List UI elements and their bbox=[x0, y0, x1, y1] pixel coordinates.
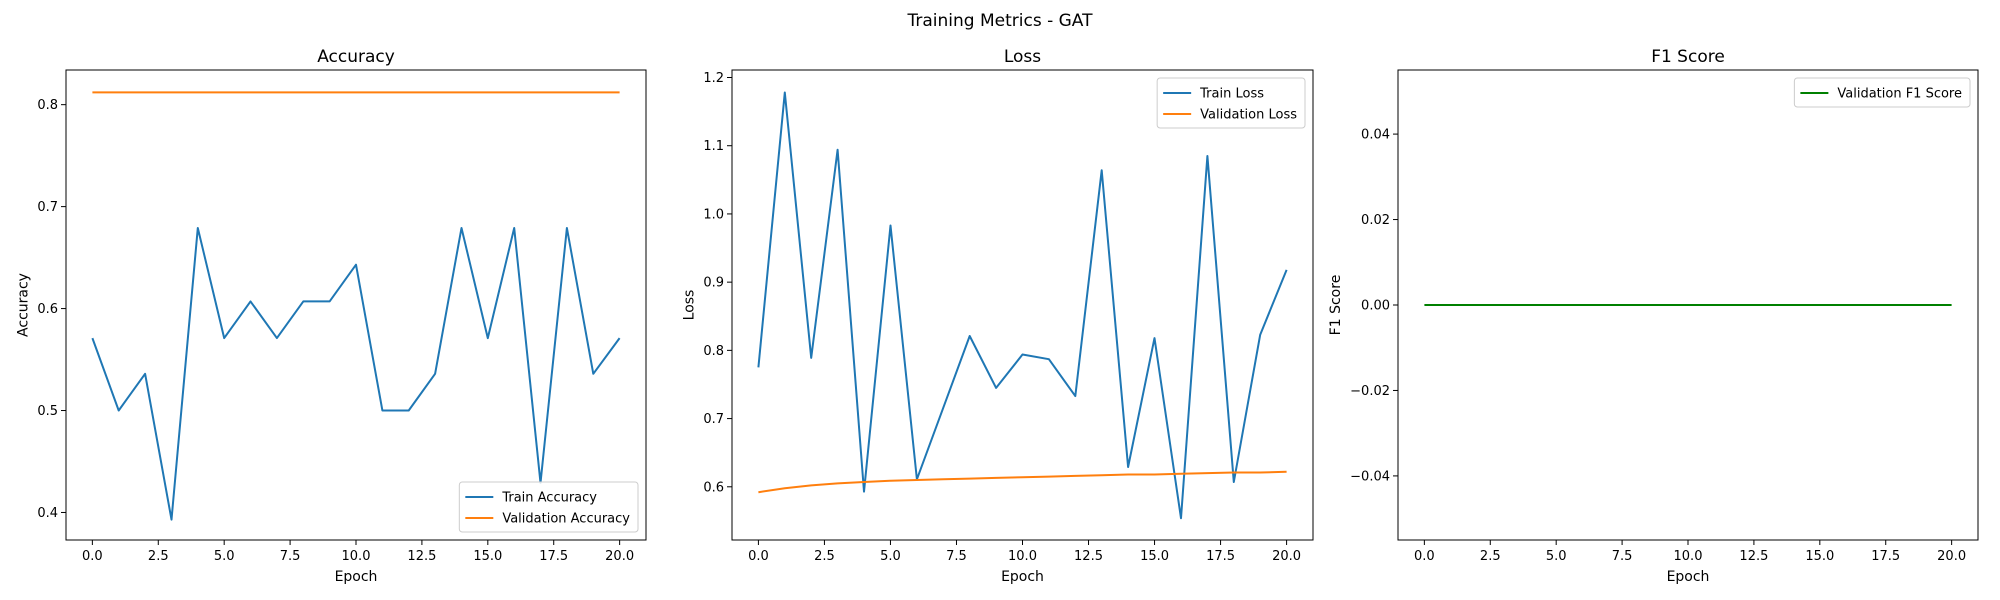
y-tick-label: 0.6 bbox=[37, 302, 58, 317]
x-tick-label: 10.0 bbox=[1674, 549, 1703, 564]
x-tick-label: 5.0 bbox=[214, 549, 235, 564]
y-axis-label: Accuracy bbox=[15, 273, 31, 337]
figure-title: Training Metrics - GAT bbox=[907, 11, 1094, 31]
x-tick-label: 15.0 bbox=[1140, 549, 1169, 564]
y-tick-label: 0.6 bbox=[703, 480, 724, 495]
x-tick-label: 2.5 bbox=[814, 549, 835, 564]
x-tick-label: 20.0 bbox=[1272, 549, 1301, 564]
x-axis-label: Epoch bbox=[1667, 569, 1710, 585]
x-axis-label: Epoch bbox=[335, 569, 378, 585]
x-tick-label: 10.0 bbox=[342, 549, 371, 564]
series-line-train-accuracy bbox=[91, 227, 621, 521]
legend-label: Validation F1 Score bbox=[1837, 87, 1962, 102]
y-tick-label: 1.0 bbox=[703, 207, 724, 222]
x-tick-label: 5.0 bbox=[880, 549, 901, 564]
x-tick-label: 7.5 bbox=[280, 549, 301, 564]
subplot-f1: F1 Score 0.0 2.5 5.0 7.5 10.0 12.5 15.0 17.5 20.0… bbox=[1328, 47, 1979, 585]
legend: Train Loss Validation Loss bbox=[1156, 77, 1306, 129]
x-tick-label: 7.5 bbox=[1612, 549, 1633, 564]
legend-label: Train Loss bbox=[1199, 87, 1264, 102]
legend: Validation F1 Score bbox=[1793, 77, 1971, 108]
x-tick-label: 12.5 bbox=[1739, 549, 1768, 564]
x-tick-label: 0.0 bbox=[82, 549, 103, 564]
x-axis-label: Epoch bbox=[1001, 569, 1044, 585]
y-tick-label: 0.5 bbox=[37, 404, 58, 419]
legend: Train Accuracy Validation Accuracy bbox=[458, 481, 639, 533]
legend-box bbox=[458, 481, 639, 533]
legend-box bbox=[1156, 77, 1306, 129]
legend-label: Validation Loss bbox=[1200, 108, 1297, 123]
legend-label: Train Accuracy bbox=[501, 491, 597, 506]
x-tick-label: 20.0 bbox=[605, 549, 634, 564]
subplot-title: Accuracy bbox=[317, 47, 395, 67]
x-tick-label: 0.0 bbox=[1414, 549, 1435, 564]
subplot-panels: Accuracy 0.0 2.5 5.0 7.5 10.0 12.5 15.0 17.5 20.0… bbox=[15, 47, 1979, 585]
x-tick-label: 17.5 bbox=[1871, 549, 1900, 564]
x-tick-label: 10.0 bbox=[1008, 549, 1037, 564]
legend-label: Validation Accuracy bbox=[502, 512, 630, 527]
x-tick-label: 15.0 bbox=[473, 549, 502, 564]
x-tick-label: 17.5 bbox=[1206, 549, 1235, 564]
y-tick-label: 0.04 bbox=[1361, 128, 1390, 143]
x-tick-label: 12.5 bbox=[1074, 549, 1103, 564]
subplot-loss: Loss 0.0 2.5 5.0 7.5 10.0 12.5 15.0 17.5 20.0 0.6 0… bbox=[681, 47, 1314, 585]
y-tick-label: −0.02 bbox=[1350, 384, 1390, 399]
subplot-title: Loss bbox=[1004, 47, 1041, 67]
series-line-validation-loss bbox=[758, 470, 1287, 494]
subplot-accuracy: Accuracy 0.0 2.5 5.0 7.5 10.0 12.5 15.0 17.5 20.0… bbox=[15, 47, 647, 585]
subplot-title: F1 Score bbox=[1651, 47, 1725, 67]
y-tick-label: 0.9 bbox=[703, 276, 724, 291]
x-tick-label: 0.0 bbox=[748, 549, 769, 564]
y-tick-label: −0.04 bbox=[1350, 469, 1390, 484]
y-tick-label: 1.1 bbox=[703, 139, 724, 154]
x-tick-label: 5.0 bbox=[1546, 549, 1567, 564]
x-tick-label: 15.0 bbox=[1805, 549, 1834, 564]
y-tick-label: 0.8 bbox=[37, 98, 58, 113]
x-tick-label: 20.0 bbox=[1937, 549, 1966, 564]
y-axis-label: F1 Score bbox=[1328, 275, 1344, 336]
y-tick-label: 0.7 bbox=[37, 200, 58, 215]
x-tick-label: 12.5 bbox=[407, 549, 436, 564]
y-axis-label: Loss bbox=[681, 290, 697, 321]
x-tick-label: 2.5 bbox=[148, 549, 169, 564]
y-tick-label: 0.7 bbox=[703, 412, 724, 427]
y-tick-label: 0.02 bbox=[1361, 213, 1390, 228]
x-tick-label: 7.5 bbox=[946, 549, 967, 564]
y-tick-label: 0.8 bbox=[703, 344, 724, 359]
x-tick-label: 17.5 bbox=[539, 549, 568, 564]
y-tick-label: 0.00 bbox=[1361, 299, 1390, 314]
series-line-train-loss bbox=[757, 91, 1288, 520]
plot-frame bbox=[731, 69, 1314, 541]
legend-box bbox=[1793, 77, 1971, 108]
x-tick-label: 2.5 bbox=[1480, 549, 1501, 564]
y-tick-label: 0.4 bbox=[37, 506, 58, 521]
y-tick-label: 1.2 bbox=[703, 71, 724, 86]
